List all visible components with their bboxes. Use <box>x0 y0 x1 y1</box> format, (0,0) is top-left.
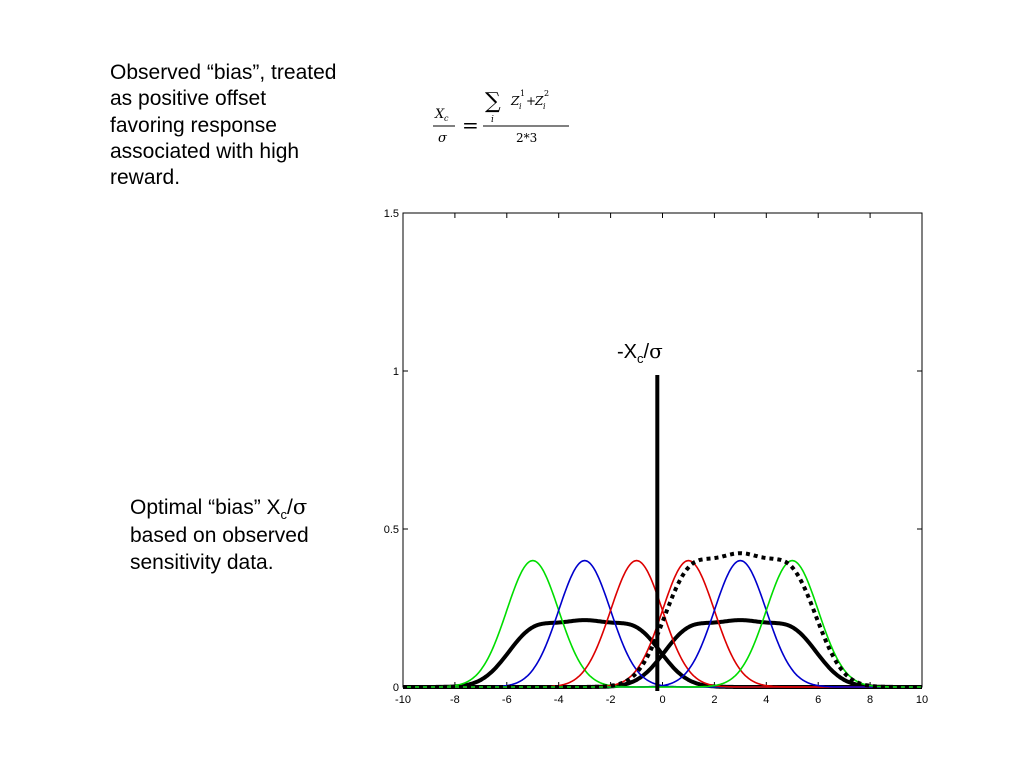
note-top-line: as positive offset <box>110 87 267 111</box>
note-bottom-sep: / <box>287 496 293 519</box>
optimal-bias-note: Optimal “bias” Xc/σ based on observed se… <box>130 494 390 576</box>
note-bottom-sub: c <box>280 507 288 523</box>
axis-ticks: -10 -8 -6 -4 -2 0 2 4 6 8 10 0 0.5 1 1.5 <box>384 208 928 706</box>
formula-lhs-num-sub: c <box>444 114 449 123</box>
series-line-envelope <box>402 618 923 689</box>
note-bottom-line-3: sensitivity data. <box>130 550 274 574</box>
note-top-line: reward. <box>110 166 181 189</box>
formula-term1-sup: 1 <box>520 89 525 98</box>
formula-equals: = <box>462 113 479 137</box>
note-bottom-line-2: based on observed <box>130 524 309 548</box>
formula-term2: Z <box>534 94 544 108</box>
formula-term2-sup: 2 <box>544 89 549 98</box>
series-line-gaussian <box>403 559 922 688</box>
sigma-symbol: σ <box>292 495 308 519</box>
series-line-gaussian <box>403 559 922 688</box>
formula-term1: Z <box>510 94 520 108</box>
y-tick-label: 0.5 <box>384 524 399 536</box>
series-line-gaussian <box>403 559 922 688</box>
formula-term1-sub: i <box>519 102 522 111</box>
bias-formula: X c σ = ∑ i Z i 1 + Z i 2 2*3 <box>433 89 569 146</box>
formula-denominator: 2*3 <box>516 131 537 145</box>
series-line-gaussian <box>403 559 922 688</box>
note-bottom-line-1: Optimal “bias” Xc/σ <box>130 494 390 523</box>
x-tick-label: -2 <box>606 694 616 706</box>
threshold-marker: -Xc/σ <box>617 339 663 691</box>
x-tick-label: 0 <box>659 694 665 706</box>
formula-lhs-num: X <box>434 107 445 122</box>
x-tick-label: -10 <box>395 694 411 706</box>
series-line-dotted <box>402 551 923 689</box>
note-top-line: favoring response <box>110 113 277 137</box>
formula-lhs-den: σ <box>438 131 448 146</box>
formula-sum-symbol: ∑ <box>485 89 501 114</box>
x-tick-label: 4 <box>763 694 769 706</box>
x-tick-label: 2 <box>711 694 717 706</box>
note-top-line: Observed “bias”, treated <box>110 61 337 84</box>
x-tick-label: -6 <box>502 694 512 706</box>
formula-sum-index: i <box>491 115 494 125</box>
formula-term2-sub: i <box>543 102 546 111</box>
y-tick-label: 1.5 <box>384 208 399 220</box>
series-line-gaussian <box>403 559 922 688</box>
x-tick-label: 6 <box>815 694 821 706</box>
note-top-line: associated with high <box>110 139 300 163</box>
chart-curves <box>402 551 923 689</box>
x-tick-label: -8 <box>450 694 460 706</box>
threshold-label: -Xc/σ <box>617 339 663 366</box>
series-line-gaussian <box>403 559 922 688</box>
formula-plus: + <box>526 94 536 108</box>
x-tick-label: 8 <box>867 694 873 706</box>
observed-bias-note: Observed “bias”, treated as positive off… <box>110 60 410 191</box>
y-tick-label: 0 <box>393 682 399 694</box>
note-bottom-prefix: Optimal “bias” X <box>130 496 281 519</box>
x-tick-label: -4 <box>554 694 564 706</box>
x-tick-label: 10 <box>916 694 928 706</box>
plot-frame <box>402 212 923 688</box>
y-tick-label: 1 <box>393 366 399 378</box>
